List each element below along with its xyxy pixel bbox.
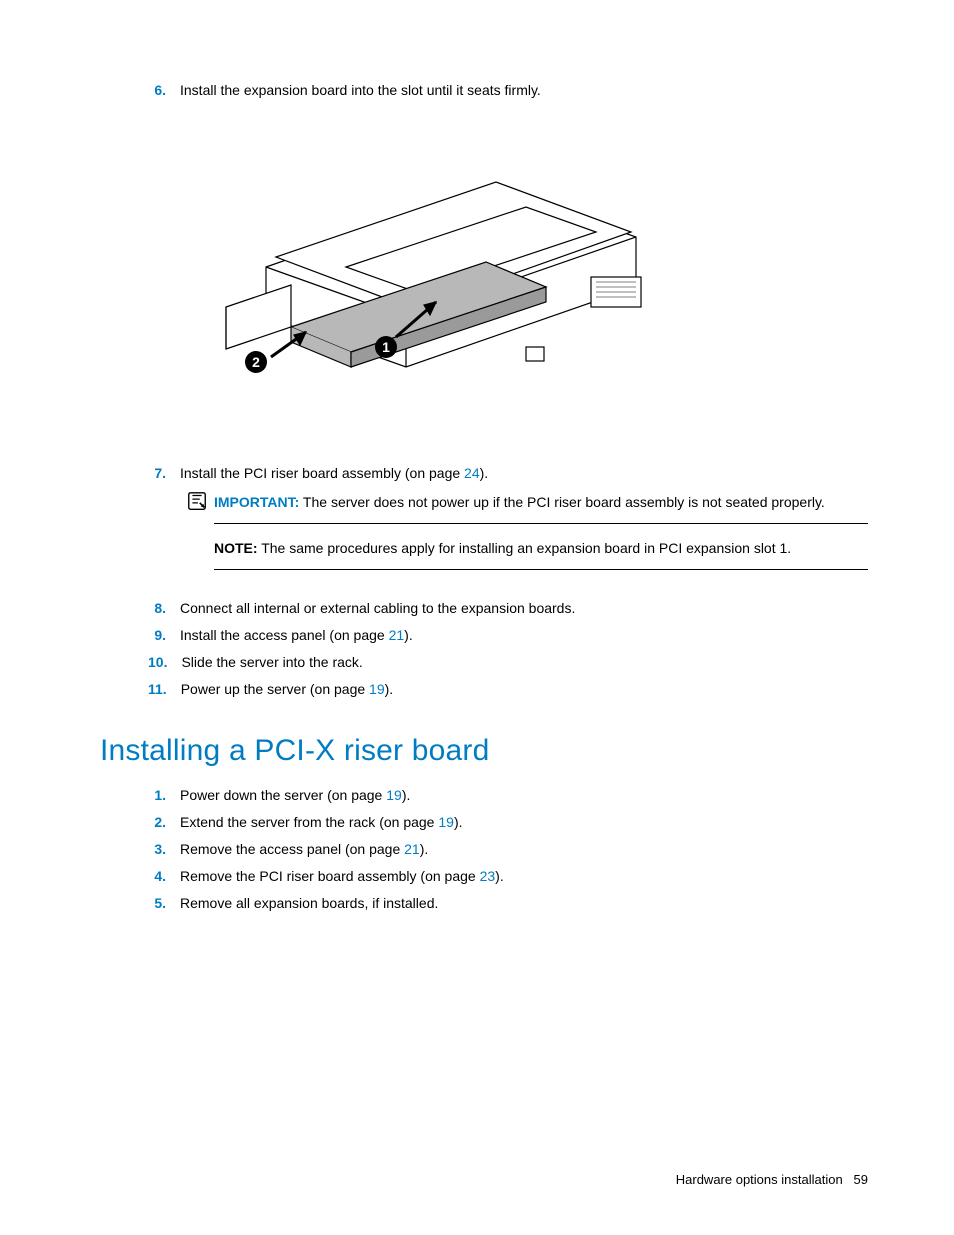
note-label: NOTE: — [214, 540, 258, 556]
list-item: 6. Install the expansion board into the … — [148, 80, 868, 101]
note-text: The same procedures apply for installing… — [258, 540, 792, 556]
footer-section: Hardware options installation — [676, 1172, 843, 1187]
page-link[interactable]: 24 — [464, 465, 480, 481]
footer-page-number: 59 — [854, 1172, 868, 1187]
list-item: 3. Remove the access panel (on page 21). — [148, 839, 868, 860]
list-item: 4. Remove the PCI riser board assembly (… — [148, 866, 868, 887]
step-text: Install the PCI riser board assembly (on… — [180, 463, 868, 484]
list-item: 9. Install the access panel (on page 21)… — [148, 625, 868, 646]
page-link[interactable]: 19 — [369, 681, 385, 697]
step-list-mid-b: 8. Connect all internal or external cabl… — [148, 598, 868, 700]
step-text: Install the access panel (on page 21). — [180, 625, 868, 646]
section-heading: Installing a PCI-X riser board — [100, 728, 868, 773]
step-text: Extend the server from the rack (on page… — [180, 812, 868, 833]
riser-board-diagram: 1 2 — [196, 147, 656, 407]
step-list-bottom: 1. Power down the server (on page 19). 2… — [148, 785, 868, 914]
page-link[interactable]: 23 — [480, 868, 496, 884]
step-number: 2. — [148, 812, 180, 833]
page-link[interactable]: 19 — [386, 787, 402, 803]
step-number: 5. — [148, 893, 180, 914]
list-item: 7. Install the PCI riser board assembly … — [148, 463, 868, 484]
note-glyph-icon — [186, 490, 208, 512]
page-link[interactable]: 21 — [404, 841, 420, 857]
step-text: Remove all expansion boards, if installe… — [180, 893, 868, 914]
step-number: 9. — [148, 625, 180, 646]
step-number: 11. — [148, 679, 181, 700]
step-list-mid-a: 7. Install the PCI riser board assembly … — [148, 463, 868, 484]
list-item: 1. Power down the server (on page 19). — [148, 785, 868, 806]
step-text: Slide the server into the rack. — [181, 652, 868, 673]
list-item: 5. Remove all expansion boards, if insta… — [148, 893, 868, 914]
step-number: 4. — [148, 866, 180, 887]
important-icon — [180, 490, 214, 524]
step-text: Remove the access panel (on page 21). — [180, 839, 868, 860]
step-list-top: 6. Install the expansion board into the … — [148, 80, 868, 101]
important-label: IMPORTANT: — [214, 494, 299, 510]
note-callout: NOTE: The same procedures apply for inst… — [214, 538, 868, 570]
list-item: 8. Connect all internal or external cabl… — [148, 598, 868, 619]
step-number: 7. — [148, 463, 180, 484]
important-text: IMPORTANT: The server does not power up … — [214, 490, 868, 524]
page-footer: Hardware options installation 59 — [676, 1170, 868, 1190]
step-number: 10. — [148, 652, 181, 673]
page-link[interactable]: 19 — [438, 814, 454, 830]
step-number: 6. — [148, 80, 180, 101]
callout-1: 1 — [382, 339, 390, 355]
step-number: 3. — [148, 839, 180, 860]
list-item: 10. Slide the server into the rack. — [148, 652, 868, 673]
step-text: Install the expansion board into the slo… — [180, 80, 868, 101]
step-number: 8. — [148, 598, 180, 619]
step-text: Power down the server (on page 19). — [180, 785, 868, 806]
important-callout: IMPORTANT: The server does not power up … — [180, 490, 868, 524]
list-item: 2. Extend the server from the rack (on p… — [148, 812, 868, 833]
page-link[interactable]: 21 — [389, 627, 405, 643]
step-text: Power up the server (on page 19). — [181, 679, 868, 700]
page-root: 6. Install the expansion board into the … — [0, 0, 954, 1235]
step-text: Connect all internal or external cabling… — [180, 598, 868, 619]
list-item: 11. Power up the server (on page 19). — [148, 679, 868, 700]
callout-2: 2 — [252, 354, 260, 370]
step-text: Remove the PCI riser board assembly (on … — [180, 866, 868, 887]
step-number: 1. — [148, 785, 180, 806]
